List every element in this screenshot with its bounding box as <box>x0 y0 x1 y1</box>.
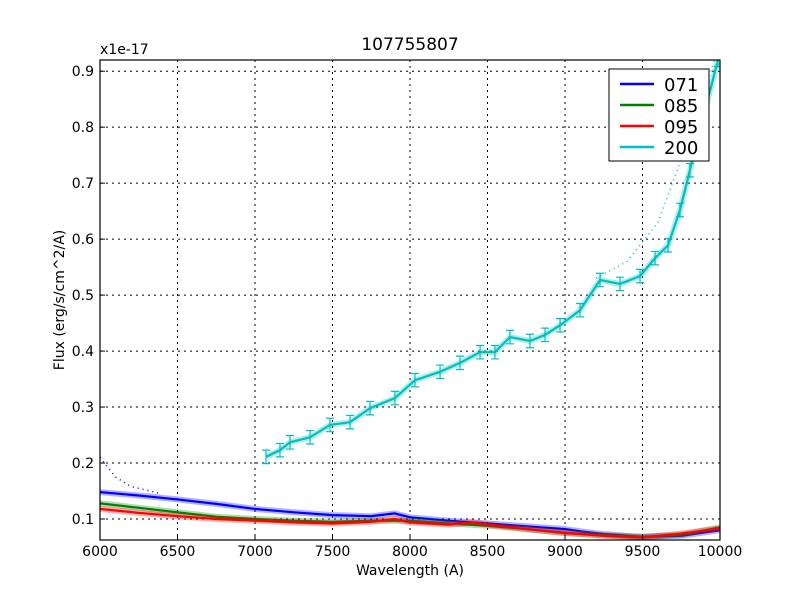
x-tick-label: 9500 <box>625 544 661 560</box>
x-tick-label: 6000 <box>82 544 118 560</box>
x-tick-label: 7000 <box>237 544 273 560</box>
x-tick-label: 8500 <box>470 544 506 560</box>
plot-area <box>100 60 720 540</box>
series-line-071 <box>100 491 720 539</box>
y-offset-label: x1e-17 <box>100 42 149 58</box>
y-tick-label: 0.3 <box>72 400 94 416</box>
y-tick-label: 0.5 <box>72 288 94 304</box>
x-tick-label: 10000 <box>698 544 743 560</box>
y-tick-label: 0.7 <box>72 176 94 192</box>
series-group <box>100 60 720 540</box>
y-tick-label: 0.6 <box>72 232 94 248</box>
y-axis-label: Flux (erg/s/cm^2/A) <box>52 230 68 370</box>
x-axis-label: Wavelength (A) <box>356 563 464 579</box>
legend-label-200: 200 <box>664 138 698 159</box>
x-tick-label: 7500 <box>315 544 351 560</box>
y-tick-label: 0.4 <box>72 344 94 360</box>
chart-title: 107755807 <box>361 35 458 55</box>
y-tick-label: 0.1 <box>72 512 94 528</box>
y-tick-label: 0.2 <box>72 456 94 472</box>
x-tick-label: 6500 <box>160 544 196 560</box>
legend-label-095: 095 <box>664 117 698 138</box>
model-curve-200 <box>595 60 716 279</box>
series-line-095 <box>100 507 720 539</box>
x-tick-label: 9000 <box>547 544 583 560</box>
x-tick-label: 8000 <box>392 544 428 560</box>
legend-label-085: 085 <box>664 96 698 117</box>
y-tick-label: 0.9 <box>72 64 94 80</box>
y-tick-label: 0.8 <box>72 120 94 136</box>
axis-ticks: 6000 6500 7000 7500 8000 8500 9000 9500 10000 0.1… <box>72 64 743 560</box>
legend-label-071: 071 <box>664 75 698 96</box>
series-line-200 <box>265 60 720 458</box>
